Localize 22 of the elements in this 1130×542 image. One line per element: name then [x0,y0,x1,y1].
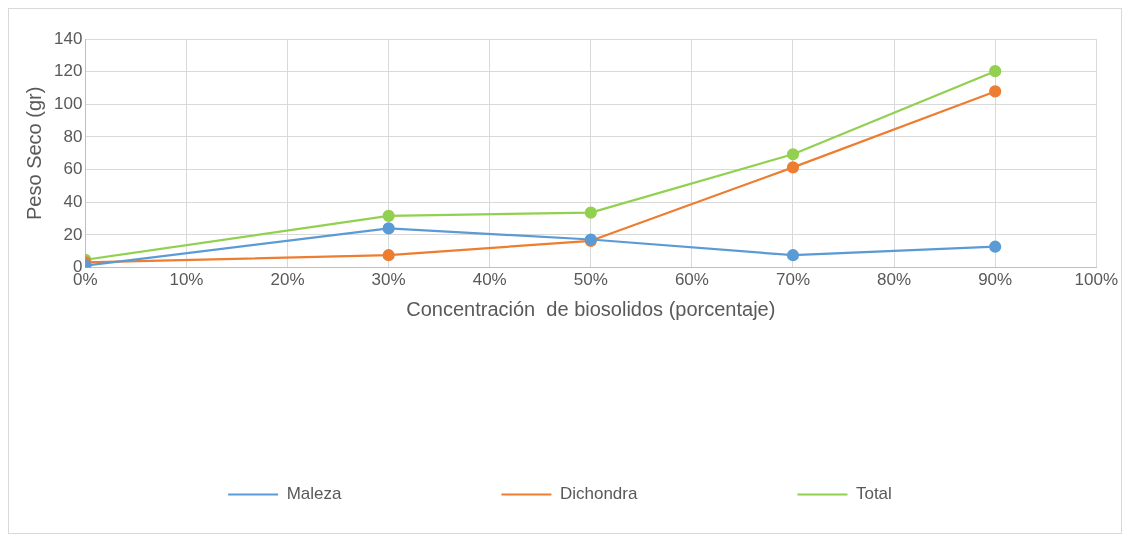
x-tick-label: 40% [472,270,507,290]
y-tick-label: 80 [63,126,83,146]
x-tick-label: 20% [270,270,305,290]
x-tick-label: 60% [674,270,709,290]
y-tick-label: 40 [63,191,83,211]
y-tick-label: 60 [63,159,83,179]
x-tick-label: 50% [573,270,608,290]
legend-label: Maleza [286,484,342,504]
y-axis-title: Peso Seco (gr) [22,86,45,220]
legend-label: Total [855,484,892,504]
x-tick-label: 70% [775,270,811,290]
y-tick-label: 20 [63,224,83,244]
x-tick-label: 10% [169,270,204,290]
x-tick-label: 100% [1074,270,1118,290]
x-axis-title: Concentración de biosolidos (porcentaje) [406,297,776,320]
legend-label: Dichondra [559,484,638,504]
x-tick-label: 80% [877,270,912,290]
y-tick-label: 100 [53,94,83,113]
y-tick-label: 140 [53,28,83,48]
x-tick-label: 90% [978,270,1013,290]
x-tick-label: 30% [371,270,406,290]
y-tick-label: 120 [53,61,83,81]
